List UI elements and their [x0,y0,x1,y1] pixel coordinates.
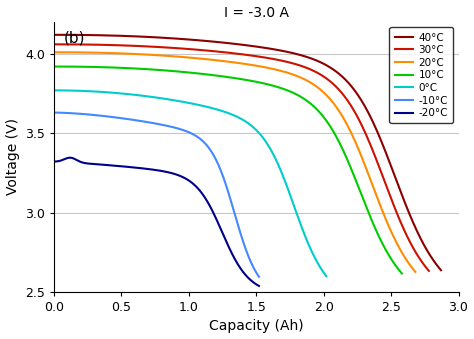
-20°C [150,167,156,172]
-10°C [51,111,57,115]
20°C [412,270,418,274]
-20°C [219,231,225,235]
0°C [274,160,280,164]
30°C [254,54,260,58]
-20°C [149,167,155,172]
40°C [429,256,435,260]
10°C [258,81,264,85]
30°C [229,51,235,55]
-20°C [173,173,179,177]
30°C [358,122,364,126]
10°C [336,140,342,144]
-20°C [252,281,257,285]
Legend: 40°C, 30°C, 20°C, 10°C, 0°C, -10°C, -20°C: 40°C, 30°C, 20°C, 10°C, 0°C, -10°C, -20°… [390,27,453,123]
-20°C [163,170,168,174]
-10°C [256,275,262,279]
0°C [182,100,188,104]
20°C [347,129,353,133]
Line: 0°C: 0°C [54,90,327,276]
0°C [51,88,57,92]
10°C [219,74,224,78]
-20°C [67,156,73,160]
-10°C [148,121,154,125]
-20°C [51,160,57,164]
10°C [399,272,405,276]
X-axis label: Capacity (Ah): Capacity (Ah) [209,319,303,334]
0°C [181,100,186,104]
40°C [282,49,287,53]
0°C [324,274,329,278]
-20°C [256,284,262,288]
10°C [217,74,222,78]
0°C [213,107,219,111]
40°C [235,42,241,46]
10°C [391,260,396,264]
Line: -20°C: -20°C [54,158,259,286]
30°C [274,58,280,62]
Text: (b): (b) [64,30,86,45]
-10°C [162,123,168,127]
Line: 10°C: 10°C [54,66,402,274]
Title: I = -3.0 A: I = -3.0 A [224,5,289,20]
-10°C [251,266,257,271]
Line: -10°C: -10°C [54,113,259,277]
20°C [225,60,231,64]
Line: 30°C: 30°C [54,44,429,271]
30°C [231,51,237,55]
40°C [51,33,57,37]
40°C [261,45,266,49]
40°C [368,116,374,120]
20°C [266,66,272,70]
0°C [199,103,204,107]
10°C [51,64,57,68]
-10°C [173,126,179,130]
Y-axis label: Voltage (V): Voltage (V) [6,119,19,196]
20°C [223,59,228,63]
-10°C [150,121,155,125]
0°C [317,265,323,269]
30°C [417,257,423,261]
Line: 40°C: 40°C [54,35,441,270]
-10°C [219,172,225,176]
10°C [239,77,245,81]
30°C [51,42,57,46]
20°C [51,50,57,54]
20°C [246,63,252,67]
30°C [426,269,432,273]
20°C [404,258,410,262]
40°C [237,42,243,46]
Line: 20°C: 20°C [54,52,415,272]
40°C [438,268,444,272]
